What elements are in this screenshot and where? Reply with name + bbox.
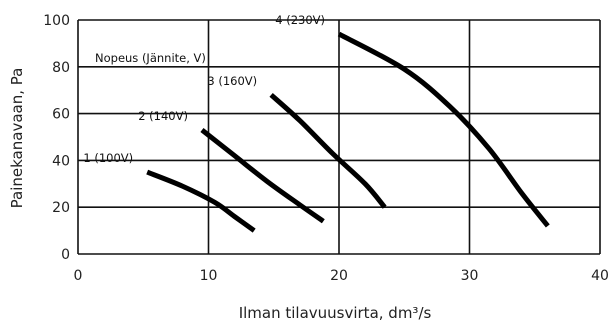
series-label-1: 1 (100V) <box>83 151 133 165</box>
series-line-2 <box>200 128 325 224</box>
x-tick-label: 10 <box>200 268 218 284</box>
x-axis-label: Ilman tilavuusvirta, dm³/s <box>239 304 432 322</box>
tick-labels: 0 20 40 60 80 100 0 10 20 30 40 <box>43 13 609 284</box>
series-line-3 <box>269 93 387 209</box>
x-tick-label: 0 <box>74 268 83 284</box>
series-line-4 <box>337 31 550 228</box>
y-tick-label: 40 <box>52 153 70 169</box>
y-tick-label: 0 <box>61 247 70 263</box>
series-label-3: 3 (160V) <box>207 74 257 88</box>
y-tick-label: 80 <box>52 60 70 76</box>
y-tick-label: 20 <box>52 200 70 216</box>
x-tick-label: 30 <box>461 268 479 284</box>
curve-labels: 1 (100V) 2 (140V) 3 (160V) 4 (230V) <box>83 13 325 165</box>
y-tick-label: 60 <box>52 107 70 123</box>
series-layer <box>146 31 550 233</box>
speed-voltage-note: Nopeus (Jännite, V) <box>95 51 206 65</box>
y-axis-label: Painekanavaan, Pa <box>8 68 26 209</box>
y-tick-label: 100 <box>43 13 70 29</box>
series-label-2: 2 (140V) <box>138 109 188 123</box>
x-tick-label: 40 <box>591 268 609 284</box>
x-tick-label: 20 <box>330 268 348 284</box>
series-line-1 <box>146 169 256 233</box>
series-label-4: 4 (230V) <box>275 13 325 27</box>
